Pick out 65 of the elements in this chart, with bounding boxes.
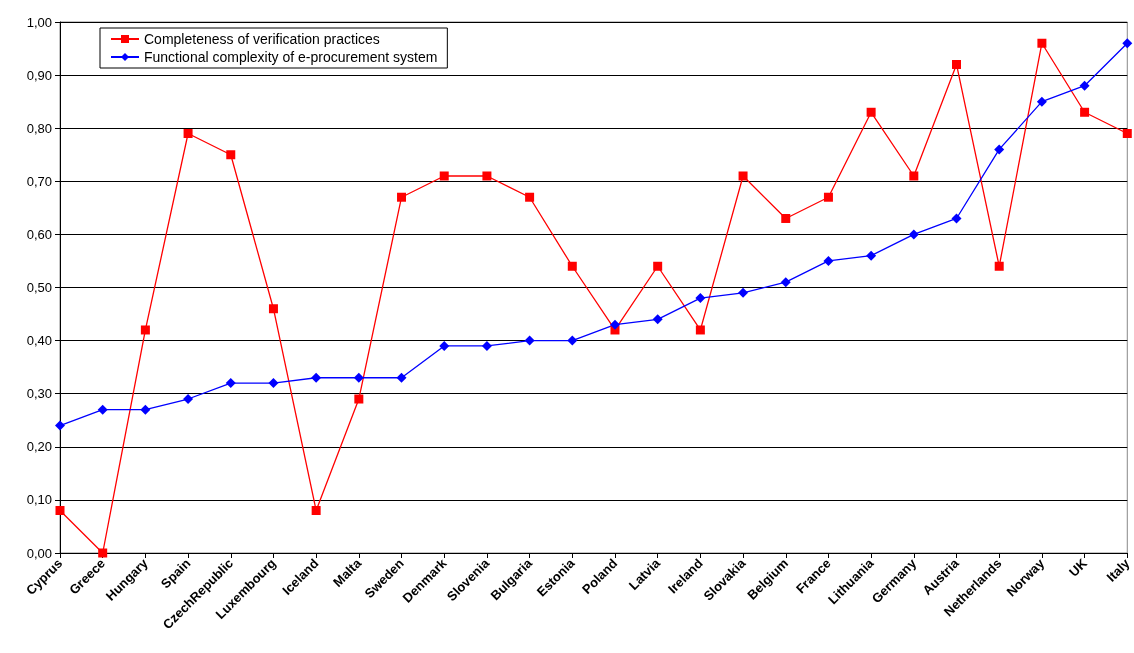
point xyxy=(140,325,150,335)
point xyxy=(1122,38,1133,49)
point xyxy=(1079,80,1090,91)
point xyxy=(653,261,663,271)
y-tick-label: 0,50 xyxy=(26,280,52,295)
y-tick-label: 1,00 xyxy=(26,14,52,30)
point xyxy=(652,314,663,325)
y-tick-label: 0,60 xyxy=(26,226,52,242)
point xyxy=(738,287,749,298)
point xyxy=(1036,96,1047,107)
point xyxy=(609,319,620,330)
point xyxy=(97,404,108,415)
point xyxy=(952,59,962,69)
point xyxy=(738,171,748,181)
y-tick-label: 0,40 xyxy=(26,333,52,349)
point xyxy=(567,335,578,346)
point xyxy=(909,171,919,181)
point xyxy=(524,335,535,346)
point xyxy=(311,506,321,516)
point xyxy=(183,394,194,405)
point xyxy=(994,261,1004,271)
point xyxy=(55,420,65,431)
y-tick-label: 0,00 xyxy=(26,545,52,561)
point xyxy=(1037,38,1047,48)
y-tick-label: 0,70 xyxy=(26,173,52,189)
point xyxy=(994,144,1005,155)
legend-label: Completeness of verification practices xyxy=(144,31,380,47)
point xyxy=(140,404,151,415)
legend-label: Functional complexity of e-procurement system xyxy=(144,49,438,65)
y-tick-label: 0,30 xyxy=(26,386,52,402)
point xyxy=(695,325,705,335)
point xyxy=(695,293,706,304)
point xyxy=(396,372,407,383)
point xyxy=(397,192,407,202)
point xyxy=(353,372,364,383)
point xyxy=(226,150,236,160)
point xyxy=(225,378,236,389)
point xyxy=(866,107,876,117)
point xyxy=(354,394,364,404)
point xyxy=(183,129,193,139)
point xyxy=(951,213,962,224)
y-tick-label: 0,90 xyxy=(26,67,52,83)
point xyxy=(866,250,877,261)
point xyxy=(439,340,450,351)
y-tick-label: 0,10 xyxy=(26,492,52,508)
point xyxy=(823,255,834,266)
point xyxy=(98,548,108,558)
point xyxy=(823,192,833,202)
x-tick-label: UK xyxy=(1066,555,1091,580)
point xyxy=(439,171,449,181)
point xyxy=(908,229,919,240)
point xyxy=(1080,107,1090,117)
point xyxy=(268,378,279,389)
point xyxy=(481,340,492,351)
point xyxy=(482,171,492,181)
point xyxy=(1122,129,1132,139)
point xyxy=(311,372,322,383)
point xyxy=(781,213,791,223)
point xyxy=(780,277,791,288)
y-tick-label: 0,80 xyxy=(26,120,52,136)
point xyxy=(525,192,535,202)
y-tick-label: 0,20 xyxy=(26,439,52,455)
point xyxy=(567,261,577,271)
point xyxy=(55,506,65,516)
point xyxy=(268,304,278,314)
